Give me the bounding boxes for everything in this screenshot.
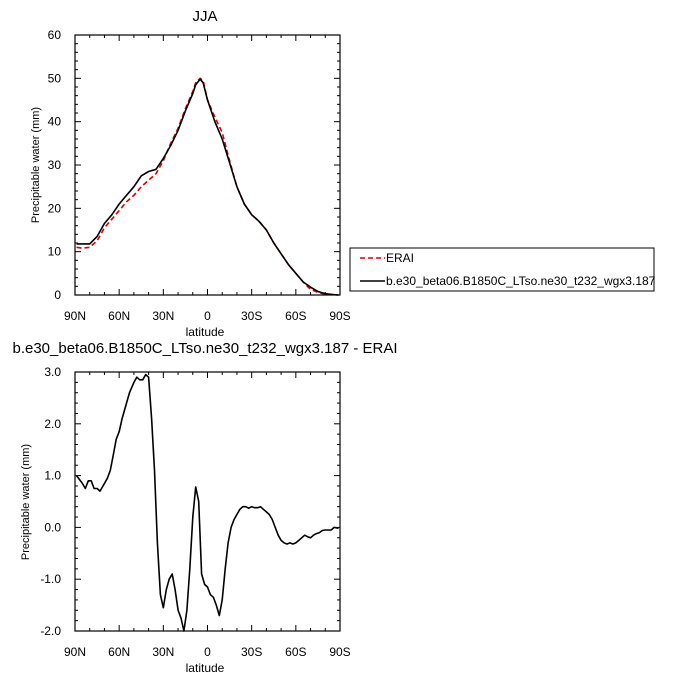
bottom-chart-title: b.e30_beta06.B1850C_LTso.ne30_t232_wgx3.… bbox=[12, 340, 397, 357]
x-tick-label: 60S bbox=[285, 645, 306, 659]
bottom-plot-frame bbox=[74, 371, 341, 632]
x-tick-label: 90S bbox=[329, 645, 350, 659]
y-tick-label: 0 bbox=[54, 288, 61, 302]
bottom-axis-ticks: 90N 60N 30N 0 30S 60S 90S -2.0 -1.0 0.0 1.0 2.0 3.0 bbox=[40, 365, 350, 659]
top-plot-frame bbox=[74, 34, 341, 296]
top-x-axis-label: latitude bbox=[186, 325, 225, 339]
bottom-series-lines bbox=[75, 373, 339, 632]
x-tick-label: 0 bbox=[204, 645, 211, 659]
y-tick-label: -2.0 bbox=[40, 624, 61, 638]
top-legend: ERAI b.e30_beta06.B1850C_LTso.ne30_t232_… bbox=[349, 247, 656, 292]
y-tick-label: -1.0 bbox=[40, 572, 61, 586]
legend-box bbox=[349, 247, 655, 292]
bottom-y-axis-label: Precipitable water (mm) bbox=[20, 444, 32, 560]
x-tick-label: 60N bbox=[108, 309, 130, 323]
x-tick-label: 30S bbox=[241, 309, 262, 323]
x-tick-label: 90N bbox=[64, 645, 86, 659]
series-line-1 bbox=[76, 78, 339, 296]
y-tick-label: 50 bbox=[48, 71, 62, 85]
series-line-0 bbox=[76, 77, 339, 296]
y-tick-label: 2.0 bbox=[44, 417, 61, 431]
x-tick-label: 30N bbox=[152, 645, 174, 659]
x-tick-label: 90S bbox=[329, 309, 350, 323]
y-tick-label: 30 bbox=[48, 158, 62, 172]
top-chart-title: JJA bbox=[192, 8, 217, 25]
x-tick-label: 60N bbox=[108, 645, 130, 659]
top-axis-ticks: 90N 60N 30N 0 30S 60S 90S 0 10 20 30 40 50 60 bbox=[48, 28, 351, 323]
legend-label-model: b.e30_beta06.B1850C_LTso.ne30_t232_wgx3.… bbox=[386, 274, 656, 288]
x-tick-label: 0 bbox=[204, 309, 211, 323]
top-line-chart: JJA Precipitable water (mm) latitude 90N… bbox=[30, 8, 656, 339]
y-tick-label: 3.0 bbox=[44, 365, 61, 379]
legend-label-erai: ERAI bbox=[386, 251, 414, 265]
x-tick-label: 60S bbox=[285, 309, 306, 323]
series-line-0 bbox=[75, 373, 339, 632]
y-tick-label: 0.0 bbox=[44, 520, 61, 534]
top-y-axis-label: Precipitable water (mm) bbox=[30, 107, 42, 223]
y-tick-label: 60 bbox=[48, 28, 62, 42]
x-tick-label: 90N bbox=[64, 309, 86, 323]
x-tick-label: 30N bbox=[152, 309, 174, 323]
y-tick-label: 20 bbox=[48, 201, 62, 215]
y-tick-label: 1.0 bbox=[44, 469, 61, 483]
bottom-line-chart: b.e30_beta06.B1850C_LTso.ne30_t232_wgx3.… bbox=[12, 340, 397, 675]
y-tick-label: 40 bbox=[48, 115, 62, 129]
x-tick-label: 30S bbox=[241, 645, 262, 659]
y-tick-label: 10 bbox=[48, 245, 62, 259]
top-series-lines bbox=[76, 77, 339, 296]
bottom-x-axis-label: latitude bbox=[186, 661, 225, 675]
